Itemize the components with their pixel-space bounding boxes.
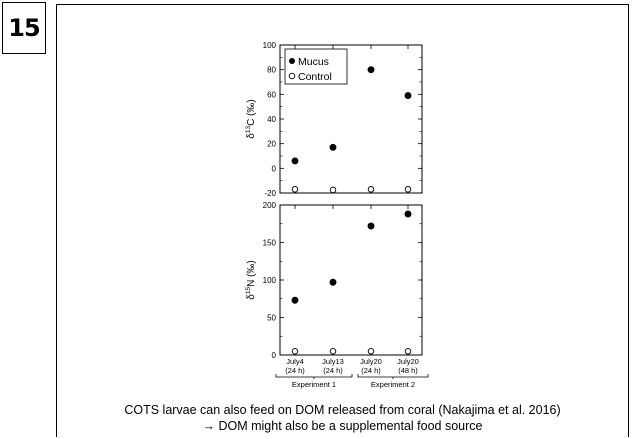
nitrogen-y-axis-label: δ15N (‰): [245, 260, 257, 299]
carbon-y-axis-label: δ13C (‰): [245, 99, 257, 138]
slide-number-box: 15: [2, 2, 46, 54]
nitrogen-mucus-point: [367, 222, 375, 230]
caption-line-2: → DOM might also be a supplemental food …: [202, 419, 483, 433]
legend-control-label: Control: [298, 71, 332, 83]
carbon-y-tick-label: 80: [267, 66, 276, 75]
x-tick-label-duration: (24 h): [285, 366, 305, 375]
legend-box: [284, 48, 348, 85]
carbon-mucus-point: [404, 92, 412, 100]
x-tick-label-date: July20: [360, 357, 382, 366]
carbon-y-tick-label: 40: [267, 115, 276, 124]
nitrogen-mucus-point: [329, 278, 337, 286]
nitrogen-control-point: [404, 348, 412, 355]
carbon-control-point: [404, 186, 412, 193]
legend-mucus-marker: [289, 58, 295, 64]
x-tick-label-date: July13: [322, 357, 344, 366]
carbon-control-point: [367, 186, 375, 193]
nitrogen-y-tick-label: 0: [272, 351, 277, 360]
carbon-mucus-point: [291, 157, 299, 165]
nitrogen-y-tick-label: 50: [267, 314, 276, 323]
carbon-mucus-point: [329, 143, 337, 151]
x-tick-label-duration: (24 h): [323, 366, 343, 375]
experiment-group-label: Experiment 1: [292, 380, 336, 389]
carbon-control-point: [291, 186, 299, 193]
x-tick-label-date: July4: [286, 357, 304, 366]
slide-number: 15: [8, 14, 40, 42]
x-tick-label-duration: (24 h): [361, 366, 381, 375]
nitrogen-control-point: [329, 348, 337, 355]
caption-line-1: COTS larvae can also feed on DOM release…: [124, 403, 561, 417]
carbon-mucus-point: [367, 66, 375, 74]
carbon-y-tick-label: -20: [264, 189, 276, 198]
nitrogen-plot-frame: [279, 204, 423, 356]
nitrogen-y-tick-label: 100: [263, 276, 277, 285]
nitrogen-mucus-point: [404, 210, 412, 218]
carbon-y-tick-label: 100: [263, 41, 277, 50]
legend-control-marker: [288, 72, 296, 80]
carbon-y-tick-label: 20: [267, 140, 276, 149]
carbon-control-point: [329, 186, 337, 194]
nitrogen-control-point: [367, 348, 375, 355]
x-tick-label-date: July20: [397, 357, 419, 366]
nitrogen-y-tick-label: 200: [263, 201, 277, 210]
carbon-y-tick-label: 0: [272, 164, 277, 173]
carbon-y-tick-label: 60: [267, 90, 276, 99]
legend-mucus-label: Mucus: [298, 56, 329, 68]
nitrogen-y-tick-label: 150: [263, 239, 277, 248]
nitrogen-mucus-point: [291, 296, 299, 304]
x-tick-label-duration: (48 h): [398, 366, 418, 375]
experiment-group-label: Experiment 2: [371, 380, 415, 389]
nitrogen-control-point: [291, 348, 299, 355]
